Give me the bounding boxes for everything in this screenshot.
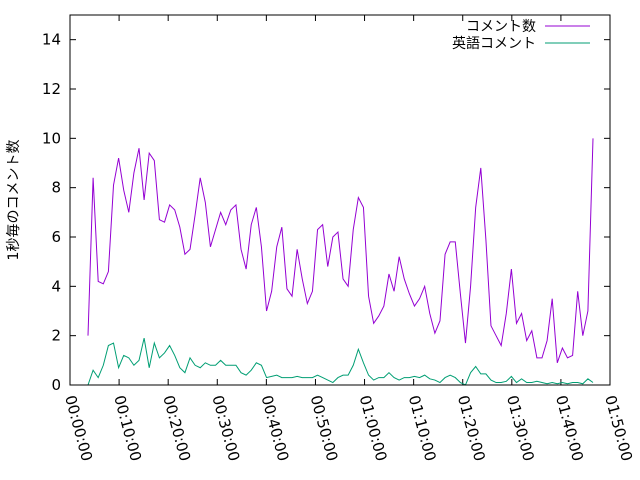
y-tick-label: 6	[51, 228, 61, 246]
legend-label-0: コメント数	[466, 19, 536, 35]
x-tick-label: 00:10:00	[110, 393, 145, 463]
tick-labels: 0 2 4 6 8 10 12 14 00:00:00 00:10:00 00:20:00 00:30…	[42, 31, 636, 463]
series-layer	[87, 138, 594, 386]
x-tick-label: 00:30:00	[208, 393, 243, 463]
y-axis-label: 1秒毎のコメント数	[6, 140, 22, 261]
y-tick-label: 2	[51, 327, 61, 345]
series-line-1	[87, 338, 594, 386]
y-tick-label: 12	[42, 80, 61, 98]
plot-frame	[69, 14, 611, 386]
tick-marks	[69, 15, 611, 386]
y-tick-label: 8	[51, 179, 61, 197]
y-tick-label: 0	[51, 376, 61, 394]
y-tick-label: 10	[42, 129, 61, 147]
x-tick-label: 01:00:00	[356, 393, 391, 463]
x-tick-label: 00:40:00	[257, 393, 292, 463]
x-tick-label: 01:10:00	[405, 393, 440, 463]
x-tick-label: 00:50:00	[307, 393, 342, 463]
x-tick-label: 01:20:00	[454, 393, 489, 463]
x-tick-label: 01:30:00	[503, 393, 538, 463]
legend-label-1: 英語コメント	[452, 35, 536, 52]
y-tick-label: 14	[42, 31, 61, 49]
y-axis-label-group: 1秒毎のコメント数	[6, 140, 22, 261]
x-tick-label: 00:00:00	[61, 393, 96, 463]
x-tick-label: 01:40:00	[552, 393, 587, 463]
series-line-0	[87, 138, 594, 363]
y-tick-label: 4	[51, 277, 61, 295]
x-tick-label: 01:50:00	[601, 393, 636, 463]
x-tick-label: 00:20:00	[159, 393, 194, 463]
